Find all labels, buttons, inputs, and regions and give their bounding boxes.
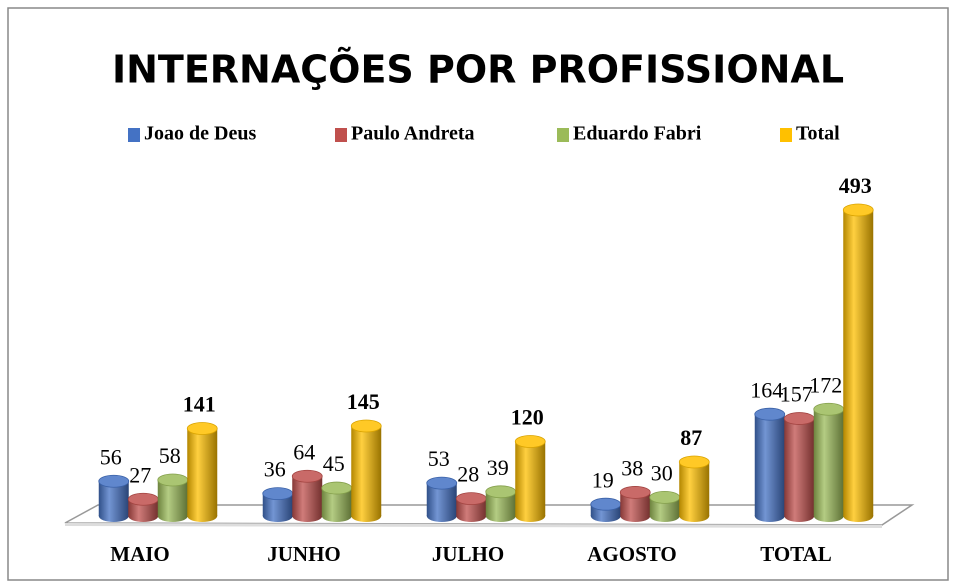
- bar: [350, 419, 382, 522]
- x-tick-label: MAIO: [110, 542, 170, 566]
- bar-top: [291, 469, 323, 483]
- bar-body: [620, 492, 651, 516]
- bar: [783, 412, 815, 522]
- bar-top: [98, 474, 130, 488]
- legend-label: Total: [796, 123, 840, 145]
- bar-top: [514, 435, 546, 448]
- legend-label: Joao de Deus: [144, 123, 256, 145]
- bar-top: [485, 485, 517, 499]
- bar-body: [843, 210, 874, 516]
- bar-top: [590, 497, 622, 511]
- x-tick-label: AGOSTO: [587, 542, 676, 566]
- legend-swatch: [128, 128, 140, 142]
- bar: [426, 476, 458, 522]
- data-label: 145: [347, 389, 380, 414]
- data-label: 172: [809, 372, 842, 397]
- bar: [649, 490, 681, 522]
- bar-top: [350, 419, 382, 433]
- legend-label: Paulo Andreta: [351, 123, 475, 145]
- bar: [678, 455, 710, 522]
- data-label: 27: [129, 462, 151, 487]
- bar: [127, 492, 159, 522]
- legend-swatch: [335, 128, 347, 142]
- bar-body: [813, 409, 844, 516]
- x-tick-label: TOTAL: [760, 542, 832, 566]
- data-label: 157: [780, 382, 813, 407]
- data-label: 56: [100, 444, 122, 469]
- bar-top: [321, 481, 353, 495]
- bar-body: [292, 476, 323, 516]
- data-label: 141: [183, 392, 216, 417]
- bar-top: [262, 487, 294, 501]
- bar-top: [649, 490, 681, 504]
- data-label: 39: [487, 455, 509, 480]
- bar-top: [678, 455, 710, 469]
- data-label: 45: [323, 451, 345, 476]
- data-label: 36: [264, 457, 286, 482]
- bar: [321, 481, 353, 522]
- bar-body: [679, 462, 710, 516]
- bar-top: [186, 422, 218, 435]
- bar-body: [754, 414, 785, 516]
- bar: [485, 485, 517, 522]
- bar: [813, 402, 845, 522]
- data-label: 38: [621, 455, 643, 480]
- bar-top: [157, 473, 189, 487]
- bar: [98, 474, 130, 522]
- legend-swatch: [780, 128, 792, 142]
- bar: [619, 486, 651, 522]
- data-label: 58: [159, 443, 181, 468]
- bar-top: [127, 492, 159, 506]
- data-label: 28: [457, 462, 479, 487]
- data-label: 19: [592, 467, 614, 492]
- bar-top: [783, 412, 815, 425]
- x-tick-label: JUNHO: [267, 542, 341, 566]
- bar-body: [515, 441, 546, 516]
- data-label: 493: [839, 173, 872, 198]
- bar: [186, 422, 218, 522]
- bar: [262, 487, 294, 522]
- bar-top: [813, 402, 845, 416]
- data-label: 53: [428, 446, 450, 471]
- bar: [590, 497, 622, 522]
- bar: [157, 473, 189, 522]
- data-label: 164: [750, 377, 783, 402]
- bar-top: [455, 492, 487, 506]
- data-label: 87: [680, 425, 702, 450]
- bar-body: [784, 418, 815, 516]
- bar: [455, 492, 487, 522]
- bar-top: [426, 476, 458, 490]
- bar: [514, 435, 546, 522]
- bar-top: [619, 486, 651, 499]
- data-label: 30: [651, 460, 673, 485]
- bar: [754, 407, 786, 522]
- data-label: 120: [511, 405, 544, 430]
- bar: [291, 469, 323, 522]
- bar-top: [754, 407, 786, 421]
- chart-title: INTERNAÇÕES POR PROFISSIONAL: [112, 48, 844, 92]
- bar-top: [842, 203, 874, 217]
- bar-body: [187, 428, 218, 516]
- data-label: 64: [293, 439, 315, 464]
- x-tick-label: JULHO: [432, 542, 504, 566]
- legend-swatch: [557, 128, 569, 142]
- legend-label: Eduardo Fabri: [573, 123, 702, 145]
- bar-body: [351, 426, 382, 516]
- bar: [842, 203, 874, 522]
- floor-edge: [65, 523, 882, 528]
